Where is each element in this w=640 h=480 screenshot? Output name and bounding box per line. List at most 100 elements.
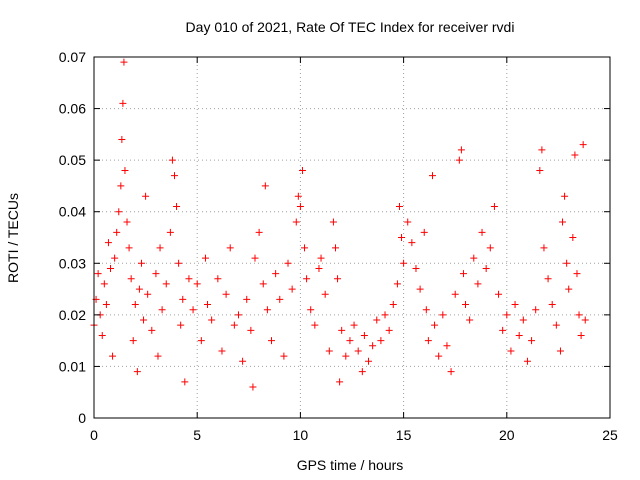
data-point xyxy=(317,254,325,262)
data-point xyxy=(251,254,259,262)
data-point xyxy=(261,182,269,190)
data-point xyxy=(263,306,271,314)
data-point xyxy=(204,301,212,309)
data-point xyxy=(284,259,292,267)
data-point xyxy=(311,321,319,329)
data-point xyxy=(249,383,257,391)
grid-lines xyxy=(94,57,610,418)
data-point xyxy=(577,331,585,339)
data-point xyxy=(579,141,587,149)
data-point xyxy=(129,337,137,345)
data-point xyxy=(214,275,222,283)
data-point xyxy=(377,337,385,345)
y-tick-label: 0.03 xyxy=(59,255,86,271)
data-point xyxy=(334,275,342,283)
data-point xyxy=(342,352,350,360)
data-point xyxy=(140,316,148,324)
chart-title: Day 010 of 2021, Rate Of TEC Index for r… xyxy=(186,19,515,35)
data-point xyxy=(389,301,397,309)
data-point xyxy=(144,290,152,298)
data-point xyxy=(563,259,571,267)
y-axis-label: ROTI / TECUs xyxy=(5,193,21,283)
data-point xyxy=(575,311,583,319)
data-point xyxy=(559,218,567,226)
data-point xyxy=(428,172,436,180)
data-point xyxy=(255,228,263,236)
data-point xyxy=(107,264,115,272)
data-point xyxy=(280,352,288,360)
data-point xyxy=(315,264,323,272)
y-tick-label: 0.07 xyxy=(59,49,86,65)
data-point xyxy=(113,228,121,236)
data-point xyxy=(532,306,540,314)
data-point xyxy=(185,275,193,283)
data-point xyxy=(133,368,141,376)
data-point xyxy=(162,280,170,288)
data-point xyxy=(325,347,333,355)
data-point xyxy=(94,270,102,278)
x-axis-label: GPS time / hours xyxy=(297,457,404,473)
data-point xyxy=(154,352,162,360)
data-point xyxy=(556,347,564,355)
data-point xyxy=(226,244,234,252)
data-point xyxy=(131,301,139,309)
data-point xyxy=(117,182,125,190)
data-point xyxy=(495,290,503,298)
data-point xyxy=(416,285,424,293)
data-point xyxy=(247,326,255,334)
data-point xyxy=(422,306,430,314)
data-point xyxy=(455,156,463,164)
data-point xyxy=(540,244,548,252)
data-point xyxy=(170,172,178,180)
data-point xyxy=(109,352,117,360)
data-point xyxy=(158,306,166,314)
data-point xyxy=(121,166,129,174)
data-point xyxy=(431,321,439,329)
data-point xyxy=(523,357,531,365)
data-point xyxy=(100,280,108,288)
data-point xyxy=(447,368,455,376)
data-point xyxy=(565,285,573,293)
data-point xyxy=(276,295,284,303)
data-point xyxy=(400,259,408,267)
data-point xyxy=(398,234,406,241)
scatter-marks xyxy=(90,58,589,391)
data-point xyxy=(373,316,381,324)
y-tick-label: 0.06 xyxy=(59,101,86,117)
data-point xyxy=(166,228,174,236)
data-point xyxy=(296,203,304,211)
data-point xyxy=(457,146,465,154)
data-point xyxy=(466,316,474,324)
data-point xyxy=(102,301,110,309)
data-point xyxy=(412,264,420,272)
data-point xyxy=(515,331,523,339)
data-point xyxy=(395,203,403,211)
data-point xyxy=(193,280,201,288)
data-point xyxy=(321,290,329,298)
data-point xyxy=(408,239,416,247)
x-tick-label: 10 xyxy=(293,427,309,443)
y-tick-label: 0.04 xyxy=(59,204,86,220)
data-point xyxy=(111,254,119,262)
data-point xyxy=(118,136,126,144)
data-point xyxy=(115,208,123,216)
data-point xyxy=(548,301,556,309)
data-point xyxy=(490,203,498,211)
data-point xyxy=(142,192,150,200)
data-point xyxy=(470,254,478,262)
data-point xyxy=(189,306,197,314)
data-point xyxy=(338,326,346,334)
data-point xyxy=(294,192,302,200)
data-point xyxy=(478,228,486,236)
x-tick-label: 15 xyxy=(396,427,412,443)
data-point xyxy=(239,357,247,365)
data-point xyxy=(288,285,296,293)
data-point xyxy=(393,280,401,288)
data-point xyxy=(197,337,205,345)
data-point xyxy=(259,280,267,288)
data-point xyxy=(561,192,569,200)
y-tick-label: 0.05 xyxy=(59,152,86,168)
data-point xyxy=(181,378,189,386)
